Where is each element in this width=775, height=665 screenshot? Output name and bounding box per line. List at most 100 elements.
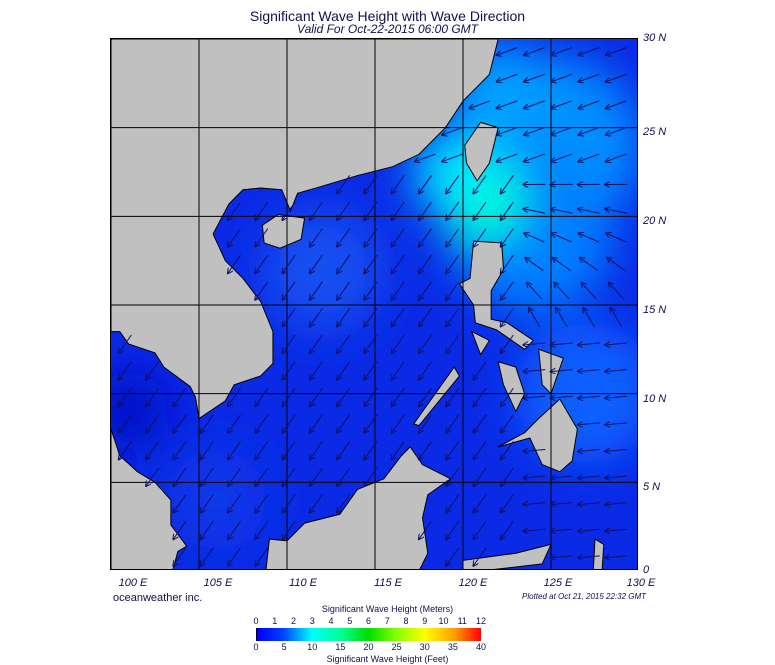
wave-direction-arrow	[442, 126, 463, 135]
wave-direction-arrow	[364, 201, 378, 220]
wave-direction-arrow	[497, 73, 518, 82]
meters-tick: 4	[328, 616, 334, 626]
wave-direction-arrow	[605, 503, 628, 505]
lat-label: 0	[643, 564, 650, 576]
wave-direction-arrow	[501, 201, 514, 220]
wave-direction-arrow	[525, 258, 544, 272]
wave-direction-arrow	[524, 209, 546, 214]
wave-direction-arrow	[501, 467, 514, 486]
wave-direction-arrow	[606, 73, 627, 82]
wave-direction-arrow	[605, 209, 627, 214]
wave-direction-arrow	[605, 423, 628, 425]
map-title: Significant Wave Height with Wave Direct…	[249, 8, 526, 24]
land-mindoro	[470, 330, 491, 356]
wave-direction-arrow	[473, 414, 487, 433]
wave-direction-arrow	[473, 175, 487, 193]
wave-direction-arrow	[446, 387, 460, 406]
meters-tick: 5	[347, 616, 353, 626]
wave-direction-arrow	[551, 476, 573, 478]
wave-direction-arrow	[581, 283, 597, 300]
wave-direction-arrow	[337, 494, 351, 513]
wave-direction-arrow	[524, 233, 545, 243]
wave-direction-arrow	[228, 387, 241, 406]
wave-direction-arrow	[392, 441, 405, 459]
wave-direction-arrow	[446, 281, 460, 300]
wave-direction-arrow	[501, 387, 514, 406]
meters-tick: 8	[403, 616, 409, 626]
wave-direction-arrow	[578, 423, 600, 425]
wave-direction-arrow	[551, 209, 573, 214]
wave-direction-arrow	[473, 361, 487, 380]
wave-direction-arrow	[392, 228, 405, 247]
wave-direction-arrow	[446, 334, 460, 353]
wave-direction-arrow	[605, 529, 628, 531]
wave-direction-arrow	[469, 100, 491, 109]
wave-direction-arrow	[392, 308, 405, 326]
land	[111, 39, 605, 569]
wave-direction-arrow	[228, 467, 241, 486]
wave-direction-arrow	[578, 370, 600, 372]
lon-label: 100 E	[118, 577, 148, 589]
wave-direction-arrow	[119, 361, 132, 380]
wave-direction-arrow	[578, 529, 600, 531]
wave-direction-arrow	[556, 308, 568, 328]
wave-direction-arrow	[119, 441, 132, 459]
wave-direction-arrow	[337, 281, 351, 300]
wave-direction-arrow	[606, 47, 627, 56]
meters-tick: 9	[422, 616, 428, 626]
wave-direction-arrow	[201, 414, 214, 433]
wave-direction-arrow	[551, 529, 573, 531]
wave-direction-arrow	[527, 283, 543, 300]
wave-direction-arrow	[310, 494, 323, 513]
wave-direction-arrow	[310, 228, 323, 247]
wave-direction-arrow	[609, 283, 624, 300]
wave-direction-arrow	[392, 254, 405, 273]
wave-direction-arrow	[364, 228, 378, 247]
wave-direction-arrow	[523, 343, 546, 345]
wave-direction-arrow	[606, 153, 627, 162]
wave-direction-arrow	[255, 494, 269, 513]
wave-direction-arrow	[551, 100, 573, 109]
wave-direction-arrow	[553, 258, 571, 272]
meters-tick: 1	[272, 616, 278, 626]
wave-direction-arrow	[606, 100, 627, 109]
lon-label: 110 E	[289, 577, 317, 589]
feet-tick: 0	[253, 642, 259, 652]
lat-label: 15 N	[643, 304, 667, 316]
wave-direction-arrow	[392, 387, 405, 406]
wave-direction-arrow	[255, 228, 269, 247]
lon-label: 130 E	[626, 577, 656, 589]
wave-direction-arrow	[529, 308, 541, 328]
wave-direction-arrow	[228, 441, 241, 459]
wave-direction-arrow	[364, 281, 378, 300]
wave-direction-arrow	[524, 100, 545, 109]
wave-direction-arrow	[364, 308, 378, 326]
wave-direction-arrow	[473, 228, 487, 247]
feet-tick: 25	[391, 642, 402, 652]
wave-direction-arrow	[364, 175, 378, 193]
wave-direction-arrow	[579, 153, 600, 162]
wave-direction-arrow	[255, 414, 269, 433]
land-hainan	[261, 214, 306, 249]
wave-direction-arrow	[524, 153, 545, 162]
wave-direction-arrow	[579, 73, 600, 82]
meters-tick: 10	[438, 616, 449, 626]
wave-direction-arrow	[419, 201, 432, 220]
wave-direction-arrows	[119, 47, 628, 566]
wave-direction-arrow	[551, 73, 573, 82]
wave-direction-arrow	[282, 334, 296, 353]
wave-direction-arrow	[501, 254, 514, 273]
wave-direction-arrow	[282, 201, 296, 220]
wave-direction-arrow	[310, 414, 323, 433]
wave-direction-arrow	[310, 361, 323, 380]
wave-direction-arrow	[523, 396, 546, 398]
wave-direction-arrow	[228, 228, 241, 247]
wave-direction-arrow	[228, 254, 241, 273]
wave-direction-arrow	[146, 414, 160, 433]
wave-direction-arrow	[501, 441, 514, 459]
wave-direction-arrow	[282, 414, 296, 433]
land-borneo	[265, 446, 452, 569]
meters-tick: 2	[290, 616, 296, 626]
wave-direction-arrow	[228, 414, 241, 433]
wave-direction-arrow	[364, 467, 378, 486]
